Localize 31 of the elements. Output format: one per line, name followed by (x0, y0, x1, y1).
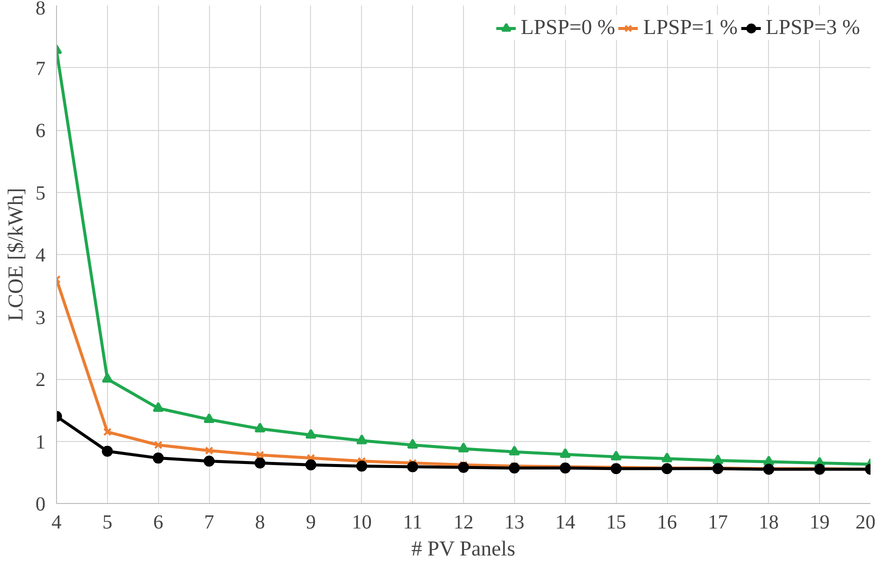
x-tick-label: 17 (708, 512, 728, 534)
x-tick-label: 16 (657, 512, 677, 534)
legend-label: LPSP=0 % (520, 15, 616, 40)
legend-label: LPSP=1 % (643, 15, 738, 40)
x-tick-label: 7 (204, 512, 214, 534)
x-tick-label: 11 (402, 512, 422, 534)
y-tick-label: 5 (36, 182, 46, 204)
y-axis-title: LCOE [$/kWh] (4, 188, 28, 322)
x-tick-label: 6 (153, 512, 164, 534)
x-tick-label: 8 (255, 512, 265, 534)
x-tick-label: 14 (555, 512, 576, 534)
x-tick-label: 10 (352, 512, 372, 534)
y-tick-label: 2 (36, 369, 46, 391)
x-tick-label: 15 (606, 512, 626, 534)
x-tick-label: 13 (504, 512, 524, 534)
y-tick-label: 1 (36, 431, 46, 454)
y-tick-label: 3 (36, 306, 46, 329)
x-tick-label: 5 (102, 512, 112, 534)
x-tick-label: 4 (52, 512, 62, 534)
legend-label: LPSP=3 % (766, 15, 860, 40)
y-tick-label: 6 (36, 120, 46, 142)
x-tick-label: 18 (758, 512, 779, 534)
y-tick-label: 4 (36, 244, 46, 266)
y-tick-label: 7 (36, 58, 46, 80)
x-axis-title: # PV Panels (411, 536, 516, 560)
x-tick-label: 19 (810, 512, 830, 534)
y-tick-label: 0 (36, 494, 46, 516)
y-tick-label: 8 (36, 0, 46, 20)
x-tick-label: 20 (856, 512, 876, 534)
x-tick-label: 12 (454, 512, 474, 534)
x-tick-label: 9 (306, 512, 316, 534)
